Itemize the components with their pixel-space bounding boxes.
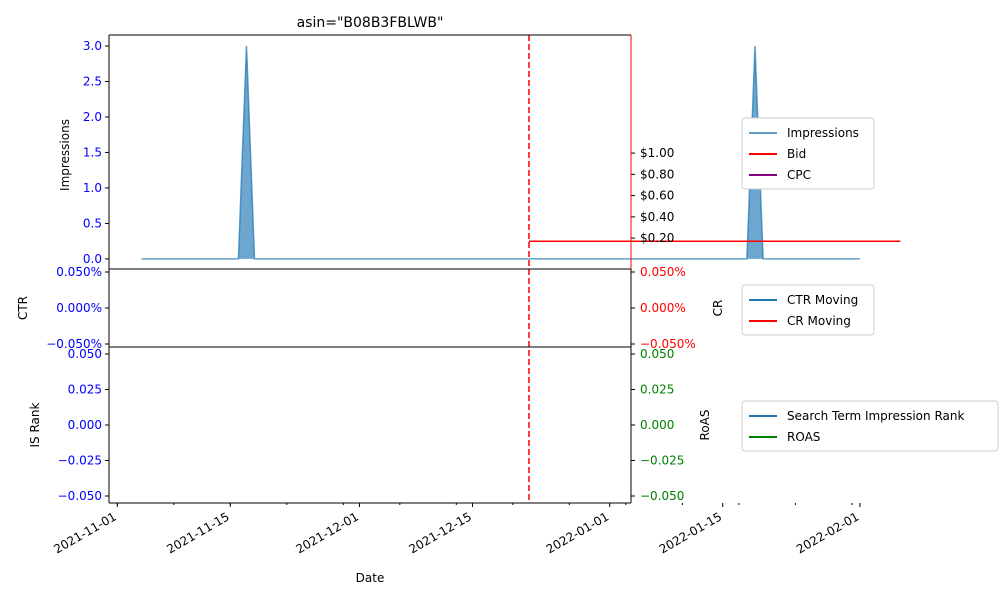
roas-axis-label: RoAS [698,410,712,441]
is-rank-tick-label: −0.025 [58,454,102,468]
x-tick-label: 2021-11-01 [51,509,118,556]
impressions-tick-label: 0.0 [83,252,102,266]
panel-frames [108,34,632,504]
ctr-tick-label: 0.000% [56,301,102,315]
x-tick-label: 2021-11-15 [164,509,231,556]
impressions-axis-label: Impressions [58,119,72,191]
x-tick-label: 2021-12-01 [294,509,361,556]
legend-bottom-label: ROAS [787,430,820,444]
x-tick-label: 2022-01-01 [544,509,611,556]
is-rank-axis-label: IS Rank [28,402,42,447]
legend-top-label: CPC [787,168,811,182]
impressions-tick-label: 2.0 [83,110,102,124]
legend-middle-label: CTR Moving [787,293,858,307]
x-axis-label: Date [356,571,385,585]
cr-tick-label: 0.000% [640,301,686,315]
bid-tick-label: $0.40 [640,210,674,224]
legend-top-box [741,117,875,190]
impressions-tick-label: 3.0 [83,39,102,53]
roas-tick-label: −0.050 [640,489,684,503]
bid-tick-label: $1.00 [640,146,674,160]
legends: Impressions Bid CPC CTR Moving CR Moving Sear… [741,117,999,452]
bid-tick-label: $0.60 [640,189,674,203]
is-rank-tick-label: 0.000 [68,418,102,432]
ctr-tick-label: −0.050% [46,337,102,351]
legend-middle-box [741,284,875,336]
is-rank-tick-label: 0.050 [68,347,102,361]
x-tick-label: 2022-02-01 [794,509,861,556]
cr-tick-label: −0.050% [640,337,696,351]
ctr-tick-label: 0.050% [56,265,102,279]
x-tick-label: 2022-01-15 [657,509,724,556]
impressions-tick-label: 2.5 [83,74,102,88]
impressions-tick-label: 1.0 [83,181,102,195]
legend-bottom-label: Search Term Impression Rank [787,409,964,423]
roas-tick-label: 0.025 [640,383,674,397]
cr-tick-label: 0.050% [640,265,686,279]
impressions-tick-label: 1.5 [83,145,102,159]
is-rank-tick-label: 0.025 [68,383,102,397]
roas-tick-label: −0.025 [640,454,684,468]
x-tick-label: 2021-12-15 [407,509,474,556]
cr-axis-label: CR [711,300,725,317]
bid-tick-label: $0.20 [640,231,674,245]
chart-title: asin="B08B3FBLWB" [297,15,444,31]
legend-bottom-box [741,400,999,452]
roas-tick-label: 0.050 [640,347,674,361]
bid-tick-label: $0.80 [640,167,674,181]
legend-top-label: Impressions [787,126,859,140]
axis-ticks: 0.0 0.5 1.0 1.5 2.0 2.5 3.0 $0.20 $0.40 $0.60 $0.8… [46,39,861,556]
ctr-axis-label: CTR [16,296,30,320]
legend-top-label: Bid [787,147,806,161]
legend-middle-label: CR Moving [787,314,851,328]
impressions-tick-label: 0.5 [83,216,102,230]
impressions-line [141,45,860,260]
roas-tick-label: 0.000 [640,418,674,432]
is-rank-tick-label: −0.050 [58,489,102,503]
